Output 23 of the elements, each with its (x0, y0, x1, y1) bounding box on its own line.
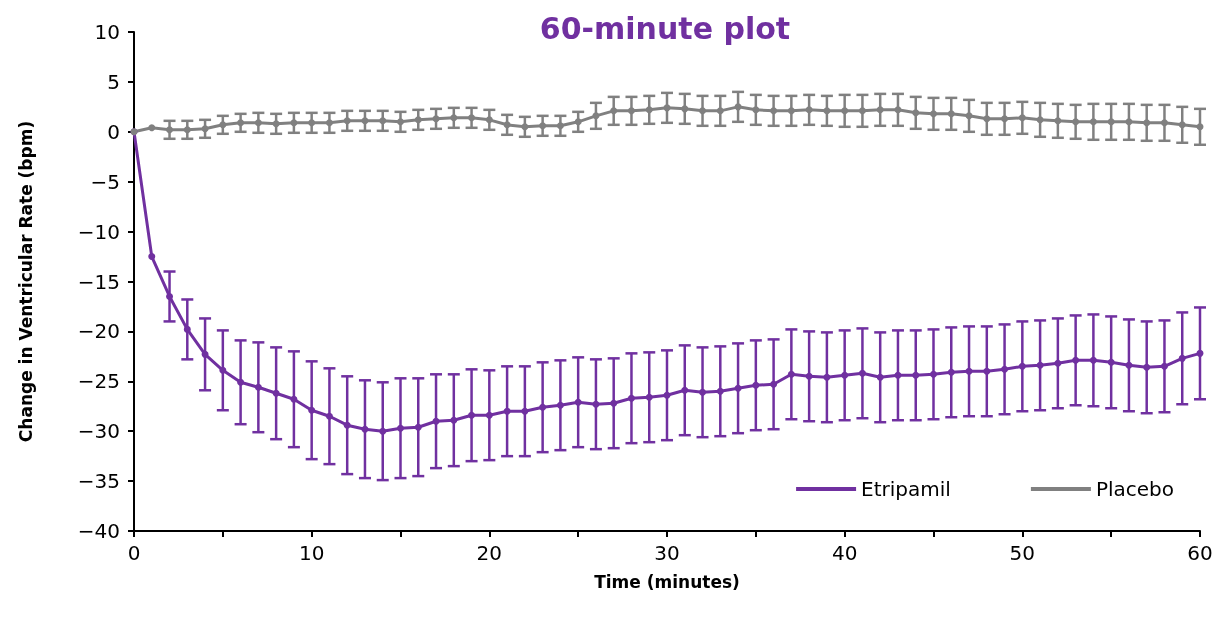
x-tick-label: 0 (127, 541, 141, 565)
chart-title: 60-minute plot (539, 10, 791, 46)
y-tick-label: 10 (94, 20, 120, 44)
x-tick-label: 30 (654, 541, 680, 565)
legend-label: Placebo (1095, 477, 1174, 501)
y-tick-label: −15 (77, 269, 120, 294)
y-tick-label: −10 (77, 219, 120, 244)
y-tick-label: −5 (90, 169, 120, 194)
y-axis-title: Change in Ventricular Rate (bpm) (15, 120, 36, 443)
y-tick-label: 0 (107, 119, 120, 144)
y-tick-label: −25 (77, 369, 120, 394)
y-tick-label: −20 (77, 319, 120, 344)
x-tick-label: 50 (1009, 541, 1036, 565)
x-axis-title: Time (minutes) (594, 571, 740, 592)
y-tick-label: −30 (77, 419, 120, 444)
y-tick-label: 5 (107, 69, 120, 94)
y-tick-label: −35 (77, 469, 120, 494)
x-tick-label: 10 (298, 541, 325, 565)
x-tick-label: 40 (831, 541, 858, 565)
y-tick-label: −40 (77, 519, 120, 543)
x-tick-label: 20 (476, 541, 503, 565)
legend-label: Etripamil (861, 477, 951, 501)
x-tick-label: 60 (1187, 541, 1213, 565)
